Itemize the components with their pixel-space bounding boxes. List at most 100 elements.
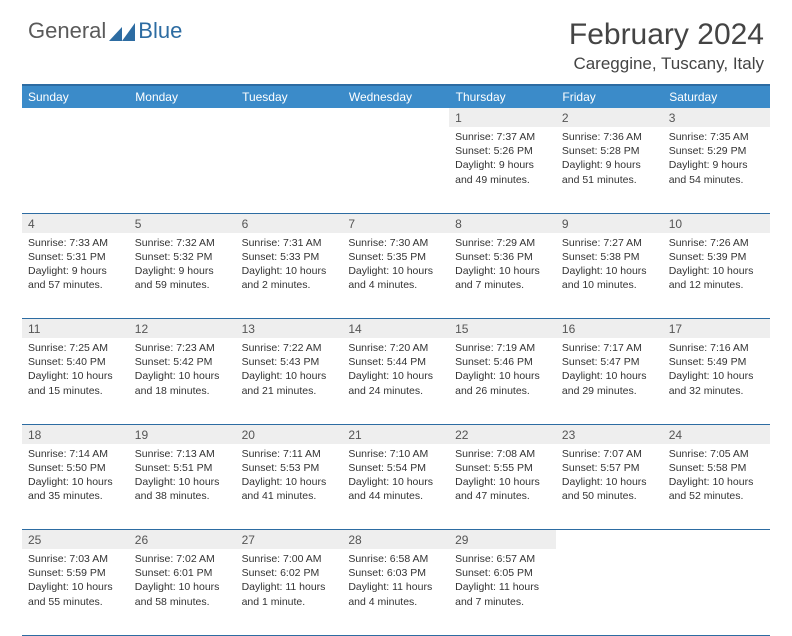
title-block: February 2024 Careggine, Tuscany, Italy [569, 18, 764, 74]
day-number-cell [663, 530, 770, 550]
day-cell: Sunrise: 7:02 AMSunset: 6:01 PMDaylight:… [129, 549, 236, 635]
day-cell: Sunrise: 7:13 AMSunset: 5:51 PMDaylight:… [129, 444, 236, 530]
weekday-header: Wednesday [342, 86, 449, 108]
day-content: Sunrise: 7:20 AMSunset: 5:44 PMDaylight:… [342, 338, 449, 402]
day-number-cell: 14 [342, 319, 449, 339]
day-content: Sunrise: 7:31 AMSunset: 5:33 PMDaylight:… [236, 233, 343, 297]
day-content: Sunrise: 7:35 AMSunset: 5:29 PMDaylight:… [663, 127, 770, 191]
day-content: Sunrise: 7:36 AMSunset: 5:28 PMDaylight:… [556, 127, 663, 191]
day-number-cell: 12 [129, 319, 236, 339]
day-number-cell: 24 [663, 424, 770, 444]
day-number-cell: 26 [129, 530, 236, 550]
day-content: Sunrise: 7:02 AMSunset: 6:01 PMDaylight:… [129, 549, 236, 613]
day-cell [236, 127, 343, 213]
weekday-header: Tuesday [236, 86, 343, 108]
weekday-header-row: SundayMondayTuesdayWednesdayThursdayFrid… [22, 86, 770, 108]
day-cell: Sunrise: 7:07 AMSunset: 5:57 PMDaylight:… [556, 444, 663, 530]
day-number-cell: 1 [449, 108, 556, 127]
day-number-row: 2526272829 [22, 530, 770, 550]
day-content: Sunrise: 7:27 AMSunset: 5:38 PMDaylight:… [556, 233, 663, 297]
day-cell: Sunrise: 7:16 AMSunset: 5:49 PMDaylight:… [663, 338, 770, 424]
weekday-header: Thursday [449, 86, 556, 108]
day-content: Sunrise: 7:32 AMSunset: 5:32 PMDaylight:… [129, 233, 236, 297]
day-content: Sunrise: 7:29 AMSunset: 5:36 PMDaylight:… [449, 233, 556, 297]
day-number-cell [342, 108, 449, 127]
day-number-cell [129, 108, 236, 127]
day-content: Sunrise: 7:00 AMSunset: 6:02 PMDaylight:… [236, 549, 343, 613]
day-cell: Sunrise: 7:36 AMSunset: 5:28 PMDaylight:… [556, 127, 663, 213]
day-cell: Sunrise: 7:37 AMSunset: 5:26 PMDaylight:… [449, 127, 556, 213]
day-number-cell: 25 [22, 530, 129, 550]
day-cell: Sunrise: 7:30 AMSunset: 5:35 PMDaylight:… [342, 233, 449, 319]
day-cell: Sunrise: 7:19 AMSunset: 5:46 PMDaylight:… [449, 338, 556, 424]
day-number-cell: 10 [663, 213, 770, 233]
day-content: Sunrise: 7:25 AMSunset: 5:40 PMDaylight:… [22, 338, 129, 402]
day-content: Sunrise: 7:23 AMSunset: 5:42 PMDaylight:… [129, 338, 236, 402]
day-cell: Sunrise: 7:35 AMSunset: 5:29 PMDaylight:… [663, 127, 770, 213]
logo: General Blue [28, 18, 182, 44]
day-number-cell: 7 [342, 213, 449, 233]
day-content: Sunrise: 7:10 AMSunset: 5:54 PMDaylight:… [342, 444, 449, 508]
day-content-row: Sunrise: 7:33 AMSunset: 5:31 PMDaylight:… [22, 233, 770, 319]
day-content: Sunrise: 6:57 AMSunset: 6:05 PMDaylight:… [449, 549, 556, 613]
day-number-row: 123 [22, 108, 770, 127]
day-number-cell: 21 [342, 424, 449, 444]
day-content: Sunrise: 7:03 AMSunset: 5:59 PMDaylight:… [22, 549, 129, 613]
day-content-row: Sunrise: 7:25 AMSunset: 5:40 PMDaylight:… [22, 338, 770, 424]
day-content: Sunrise: 7:22 AMSunset: 5:43 PMDaylight:… [236, 338, 343, 402]
day-number-cell: 6 [236, 213, 343, 233]
day-content: Sunrise: 7:11 AMSunset: 5:53 PMDaylight:… [236, 444, 343, 508]
day-content: Sunrise: 7:19 AMSunset: 5:46 PMDaylight:… [449, 338, 556, 402]
day-cell: Sunrise: 7:03 AMSunset: 5:59 PMDaylight:… [22, 549, 129, 635]
day-number-cell: 13 [236, 319, 343, 339]
day-cell: Sunrise: 7:26 AMSunset: 5:39 PMDaylight:… [663, 233, 770, 319]
day-cell: Sunrise: 7:25 AMSunset: 5:40 PMDaylight:… [22, 338, 129, 424]
logo-text-general: General [28, 18, 106, 44]
day-number-row: 11121314151617 [22, 319, 770, 339]
day-content: Sunrise: 7:16 AMSunset: 5:49 PMDaylight:… [663, 338, 770, 402]
weekday-header: Friday [556, 86, 663, 108]
day-content-row: Sunrise: 7:37 AMSunset: 5:26 PMDaylight:… [22, 127, 770, 213]
day-cell: Sunrise: 7:20 AMSunset: 5:44 PMDaylight:… [342, 338, 449, 424]
day-content-row: Sunrise: 7:14 AMSunset: 5:50 PMDaylight:… [22, 444, 770, 530]
day-content: Sunrise: 7:37 AMSunset: 5:26 PMDaylight:… [449, 127, 556, 191]
day-cell: Sunrise: 6:58 AMSunset: 6:03 PMDaylight:… [342, 549, 449, 635]
calendar-table: SundayMondayTuesdayWednesdayThursdayFrid… [22, 86, 770, 636]
day-cell: Sunrise: 7:32 AMSunset: 5:32 PMDaylight:… [129, 233, 236, 319]
day-number-cell: 29 [449, 530, 556, 550]
day-cell [342, 127, 449, 213]
day-number-cell: 19 [129, 424, 236, 444]
day-cell: Sunrise: 7:08 AMSunset: 5:55 PMDaylight:… [449, 444, 556, 530]
day-number-cell: 4 [22, 213, 129, 233]
day-cell [556, 549, 663, 635]
day-content: Sunrise: 7:26 AMSunset: 5:39 PMDaylight:… [663, 233, 770, 297]
day-number-cell: 18 [22, 424, 129, 444]
location: Careggine, Tuscany, Italy [569, 54, 764, 74]
logo-triangle-icon [109, 23, 135, 41]
day-content: Sunrise: 7:07 AMSunset: 5:57 PMDaylight:… [556, 444, 663, 508]
logo-text-blue: Blue [138, 18, 182, 44]
day-number-cell: 3 [663, 108, 770, 127]
day-cell: Sunrise: 7:11 AMSunset: 5:53 PMDaylight:… [236, 444, 343, 530]
day-number-cell: 8 [449, 213, 556, 233]
day-number-row: 45678910 [22, 213, 770, 233]
day-number-cell: 2 [556, 108, 663, 127]
day-number-cell: 27 [236, 530, 343, 550]
day-content: Sunrise: 7:05 AMSunset: 5:58 PMDaylight:… [663, 444, 770, 508]
day-number-cell [22, 108, 129, 127]
day-cell: Sunrise: 7:27 AMSunset: 5:38 PMDaylight:… [556, 233, 663, 319]
day-number-cell [556, 530, 663, 550]
weekday-header: Sunday [22, 86, 129, 108]
day-number-row: 18192021222324 [22, 424, 770, 444]
day-content: Sunrise: 6:58 AMSunset: 6:03 PMDaylight:… [342, 549, 449, 613]
weekday-header: Saturday [663, 86, 770, 108]
day-number-cell: 16 [556, 319, 663, 339]
day-cell [663, 549, 770, 635]
day-content: Sunrise: 7:08 AMSunset: 5:55 PMDaylight:… [449, 444, 556, 508]
day-cell: Sunrise: 7:00 AMSunset: 6:02 PMDaylight:… [236, 549, 343, 635]
day-number-cell: 11 [22, 319, 129, 339]
header: General Blue February 2024 Careggine, Tu… [0, 0, 792, 82]
day-content-row: Sunrise: 7:03 AMSunset: 5:59 PMDaylight:… [22, 549, 770, 635]
day-cell: Sunrise: 7:31 AMSunset: 5:33 PMDaylight:… [236, 233, 343, 319]
day-cell: Sunrise: 7:14 AMSunset: 5:50 PMDaylight:… [22, 444, 129, 530]
